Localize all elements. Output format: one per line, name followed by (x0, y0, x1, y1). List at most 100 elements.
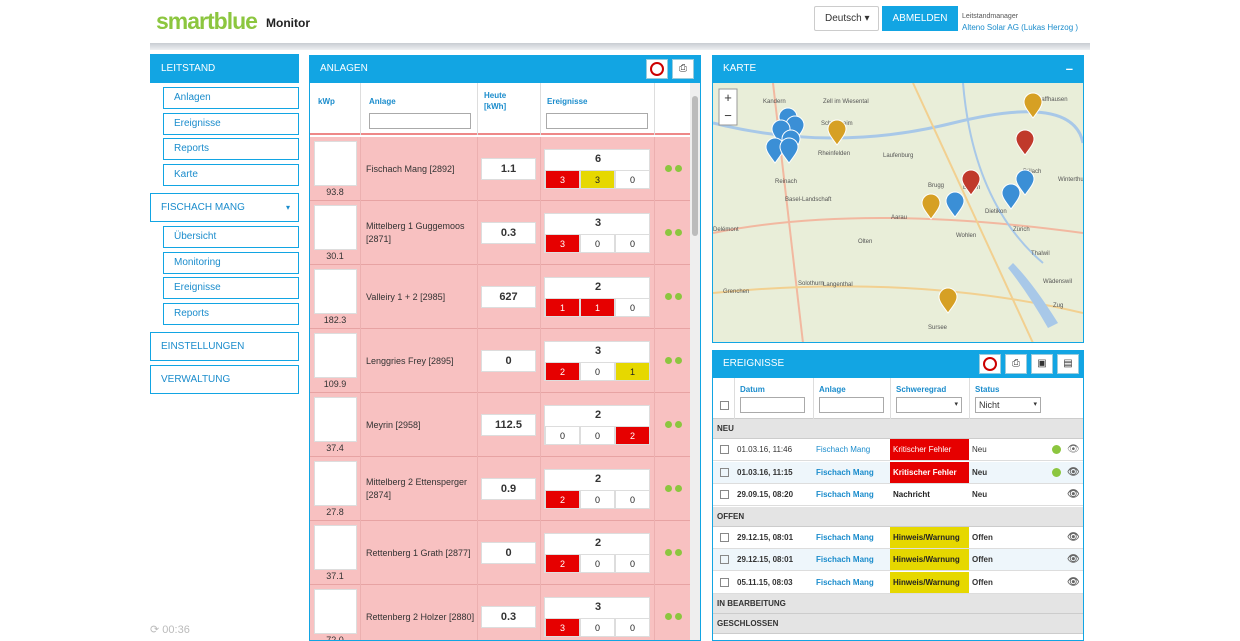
event-plant[interactable]: Fischach Mang (816, 555, 874, 564)
print[interactable]: ⎙ (1005, 354, 1027, 374)
event-count: 1 (580, 298, 615, 317)
plant-row[interactable]: 109.9 Lenggries Frey [2895] 0 3 2 0 1 (310, 329, 690, 393)
checkbox[interactable] (720, 467, 729, 477)
place-label: Basel-Landschaft (785, 197, 832, 203)
nav-section[interactable]: FISCHACH MANG ▾ (150, 193, 299, 222)
nav-item[interactable]: Anlagen (163, 87, 299, 109)
checkbox[interactable] (720, 532, 729, 542)
plant-row[interactable]: 93.8 Fischach Mang [2892] 1.1 6 3 3 0 (310, 137, 690, 201)
save[interactable]: ▣ (1031, 354, 1053, 374)
plant-row[interactable]: 27.8 Mittelberg 2 Ettensperger [2874] 0.9 2… (310, 457, 690, 521)
event-row[interactable]: 29.12.15, 08:01 Fischach Mang Hinweis/Warn… (713, 549, 1083, 571)
panel-title: KARTE (723, 63, 757, 74)
filter-input[interactable] (819, 397, 884, 413)
nav-item[interactable]: Karte (163, 163, 299, 186)
event-row[interactable]: 29.09.15, 08:20 Fischach Mang Nachricht Neu… (713, 484, 1083, 506)
event-date: 05.11.15, 08:03 (737, 577, 793, 587)
view-icon[interactable]: 👁 (1067, 531, 1080, 543)
event-severity: Kritischer Fehler (890, 461, 969, 483)
road (962, 83, 1044, 264)
event-plant[interactable]: Fischach Mang (816, 445, 871, 454)
filter-input[interactable] (740, 397, 805, 413)
checkbox[interactable] (720, 445, 729, 454)
event-plant[interactable]: Fischach Mang (816, 577, 874, 587)
nav-section[interactable]: EINSTELLUNGEN (150, 332, 299, 361)
checkbox[interactable] (720, 555, 729, 564)
filter-select[interactable]: ▾ (896, 397, 962, 413)
col-sep (477, 265, 478, 329)
event-count: 0 (580, 426, 615, 445)
plant-row[interactable]: 37.4 Meyrin [2958] 112.5 2 0 0 2 (310, 393, 690, 457)
filter-input[interactable] (369, 113, 471, 129)
view-icon[interactable]: 👁 (1067, 489, 1080, 500)
caret: ▾ (1033, 401, 1037, 408)
zoom-out: − (724, 108, 732, 123)
print[interactable]: ⎙ (672, 59, 694, 79)
collapse[interactable]: – (1065, 61, 1073, 76)
event-count: 3 (580, 170, 615, 189)
thumbnail (314, 205, 357, 250)
event-plant[interactable]: Fischach Mang (816, 467, 874, 477)
checkbox[interactable] (720, 577, 729, 587)
event-plant[interactable]: Fischach Mang (816, 490, 874, 499)
event-row[interactable]: 01.03.16, 11:15 Fischach Mang Kritischer F… (713, 461, 1083, 484)
col-sep (477, 393, 478, 457)
panel-title: EREIGNISSE (723, 358, 785, 369)
filter-clear[interactable] (979, 354, 1001, 374)
column-header: kWp (318, 97, 335, 106)
place-label: Winterthur (1058, 177, 1083, 183)
header-bar (150, 43, 1090, 50)
event-count: 0 (615, 170, 650, 189)
nav-item[interactable]: Monitoring (163, 251, 299, 274)
view-icon[interactable]: 👁 (1067, 444, 1080, 455)
plant-row[interactable]: 30.1 Mittelberg 1 Guggemoos [2871] 0.3 3 3 0 0 (310, 201, 690, 265)
checkbox[interactable] (720, 490, 729, 499)
nav-section[interactable]: VERWALTUNG (150, 365, 299, 394)
place-label: Kandern (763, 99, 786, 105)
filter-select[interactable]: Nicht ▾ (975, 397, 1041, 413)
panel-header: EREIGNISSE ⎙ ▣ ▤ (713, 351, 1083, 378)
status-dot (665, 421, 672, 428)
nav-item[interactable]: Übersicht (163, 226, 299, 248)
view-icon[interactable]: 👁 (1067, 576, 1080, 588)
language-select[interactable]: Deutsch ▾ (814, 6, 879, 31)
event-row[interactable]: 01.03.16, 11:46 Fischach Mang Kritischer F… (713, 439, 1083, 461)
nav-item[interactable]: Ereignisse (163, 277, 299, 299)
event-count: 1 (545, 298, 580, 317)
logout-button[interactable]: ABMELDEN (882, 6, 958, 31)
nav-label: EINSTELLUNGEN (161, 341, 245, 352)
plant-name: Valleiry 1 + 2 [2985] (366, 291, 446, 302)
nav-item[interactable]: Reports (163, 302, 299, 325)
event-row[interactable]: 05.11.15, 08:03 Fischach Mang Hinweis/Warn… (713, 571, 1083, 594)
plant-row[interactable]: 72.0 Rettenberg 2 Holzer [2880] 0.3 3 3 0 0 (310, 585, 690, 640)
nav-item[interactable]: Ereignisse (163, 112, 299, 135)
dropdown-caret: ▾ (285, 203, 290, 212)
event-status: Neu (972, 490, 988, 499)
plant-row[interactable]: 37.1 Rettenberg 1 Grath [2877] 0 2 2 0 0 (310, 521, 690, 585)
event-count: 0 (580, 554, 615, 573)
event-plant[interactable]: Fischach Mang (816, 532, 874, 542)
view-icon[interactable]: 👁 (1067, 554, 1080, 565)
filter-input[interactable] (546, 113, 648, 129)
filter-clear[interactable] (646, 59, 668, 79)
nav-item[interactable]: Reports (163, 138, 299, 160)
marker (1015, 129, 1035, 156)
nav-section[interactable]: LEITSTAND (150, 54, 299, 83)
export[interactable]: ▤ (1057, 354, 1079, 374)
col-sep (360, 457, 361, 521)
column-header: Heute (484, 91, 507, 100)
event-row[interactable]: 29.12.15, 08:01 Fischach Mang Hinweis/Warn… (713, 526, 1083, 549)
timer: ⟳ 00:36 (150, 624, 190, 636)
checkbox[interactable] (720, 401, 729, 410)
plant-row[interactable]: 182.3 Valleiry 1 + 2 [2985] 627 2 1 1 0 (310, 265, 690, 329)
col-sep (654, 585, 655, 640)
column-header: Anlage (369, 97, 396, 106)
col-sep (654, 265, 655, 329)
place-label: Schaffhausen (1031, 97, 1068, 103)
event-count: 0 (580, 234, 615, 253)
view-icon[interactable]: 👁 (1067, 466, 1080, 478)
panel-title: ANLAGEN (320, 63, 368, 74)
